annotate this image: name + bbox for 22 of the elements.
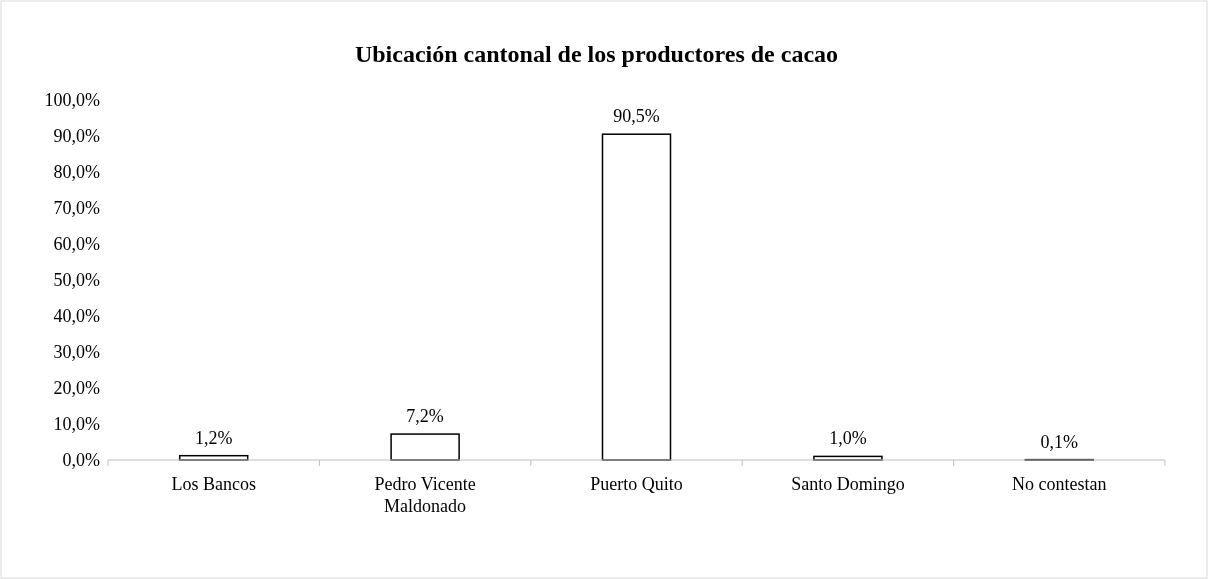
- chart-title: Ubicación cantonal de los productores de cacao: [354, 41, 839, 67]
- y-tick-label: 70,0%: [53, 198, 100, 219]
- x-tick-label: Puerto Quito: [590, 474, 683, 494]
- data-label: 0,1%: [1040, 431, 1079, 452]
- data-label: 7,2%: [406, 406, 444, 427]
- data-label: 1,2%: [194, 427, 233, 448]
- x-tick-label: No contestan: [1012, 474, 1107, 494]
- y-tick-label: 30,0%: [53, 342, 100, 363]
- y-tick-label: 10,0%: [53, 414, 100, 435]
- y-tick-label: 50,0%: [53, 270, 100, 291]
- y-tick-label: 90,0%: [53, 126, 100, 147]
- y-tick-label: 80,0%: [53, 162, 100, 183]
- y-tick-label: 0,0%: [62, 450, 100, 471]
- data-label: 1,0%: [829, 428, 867, 449]
- y-tick-label: 100,0%: [44, 90, 100, 111]
- y-tick-label: 20,0%: [53, 378, 100, 399]
- y-tick-label: 60,0%: [53, 234, 100, 255]
- data-label: 90,5%: [613, 106, 660, 127]
- x-tick-label: Los Bancos: [171, 474, 256, 494]
- x-tick-label: Pedro Vicente Maldonado: [374, 474, 476, 516]
- x-tick-label: Santo Domingo: [791, 474, 905, 494]
- y-tick-label: 40,0%: [53, 306, 100, 327]
